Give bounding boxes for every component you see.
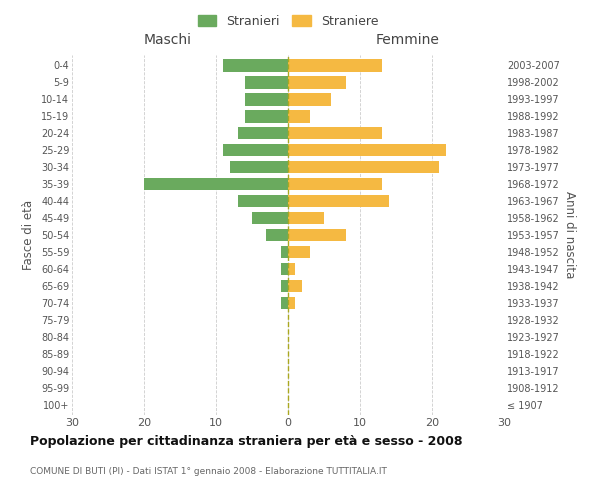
Text: COMUNE DI BUTI (PI) - Dati ISTAT 1° gennaio 2008 - Elaborazione TUTTITALIA.IT: COMUNE DI BUTI (PI) - Dati ISTAT 1° genn… [30, 468, 387, 476]
Bar [288, 262, 295, 276]
Legend: Stranieri, Straniere: Stranieri, Straniere [194, 11, 382, 32]
Bar [245, 76, 288, 88]
Bar [281, 296, 288, 310]
Y-axis label: Anni di nascita: Anni di nascita [563, 192, 577, 278]
Bar [288, 110, 310, 122]
Bar [281, 262, 288, 276]
Bar [288, 93, 331, 106]
Bar [223, 59, 288, 72]
Bar [288, 246, 310, 258]
Bar [288, 144, 446, 156]
Bar [223, 144, 288, 156]
Bar [238, 194, 288, 207]
Bar [288, 59, 382, 72]
Bar [288, 228, 346, 241]
Bar [288, 160, 439, 173]
Text: Popolazione per cittadinanza straniera per età e sesso - 2008: Popolazione per cittadinanza straniera p… [30, 435, 463, 448]
Bar [245, 93, 288, 106]
Text: Maschi: Maschi [144, 34, 192, 48]
Y-axis label: Fasce di età: Fasce di età [22, 200, 35, 270]
Bar [288, 280, 302, 292]
Bar [252, 212, 288, 224]
Bar [281, 246, 288, 258]
Bar [266, 228, 288, 241]
Bar [288, 212, 324, 224]
Bar [288, 126, 382, 140]
Bar [238, 126, 288, 140]
Bar [281, 280, 288, 292]
Bar [288, 178, 382, 190]
Bar [245, 110, 288, 122]
Bar [288, 296, 295, 310]
Text: Femmine: Femmine [376, 34, 440, 48]
Bar [230, 160, 288, 173]
Bar [144, 178, 288, 190]
Bar [288, 76, 346, 88]
Bar [288, 194, 389, 207]
